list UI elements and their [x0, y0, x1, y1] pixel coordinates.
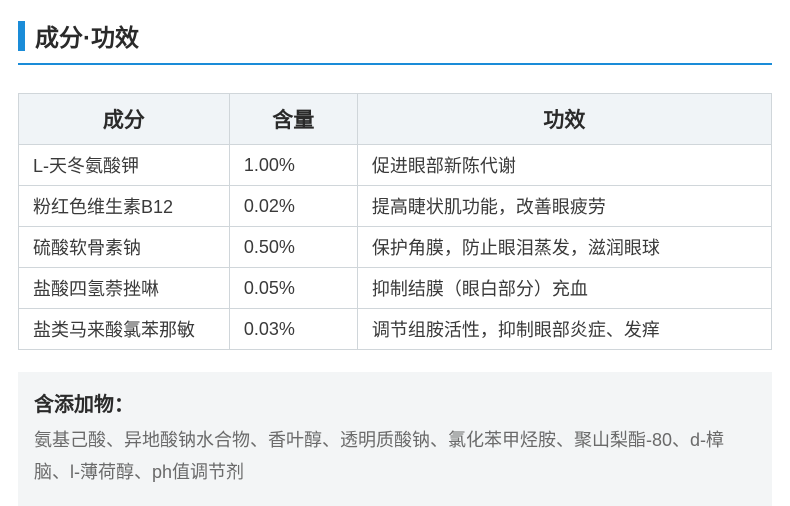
col-header-amount: 含量	[229, 94, 357, 145]
additives-title: 含添加物：	[34, 388, 756, 417]
cell-amount: 0.05%	[229, 268, 357, 309]
additives-body: 氨基己酸、异地酸钠水合物、香叶醇、透明质酸钠、氯化苯甲烃胺、聚山梨酯-80、d-…	[34, 425, 756, 488]
cell-amount: 0.03%	[229, 309, 357, 350]
cell-effect: 调节组胺活性，抑制眼部炎症、发痒	[357, 309, 771, 350]
table-row: 盐类马来酸氯苯那敏 0.03% 调节组胺活性，抑制眼部炎症、发痒	[19, 309, 772, 350]
section-title: 成分·功效	[35, 18, 139, 53]
header-accent-bar	[18, 21, 25, 51]
col-header-effect: 功效	[357, 94, 771, 145]
table-row: 硫酸软骨素钠 0.50% 保护角膜，防止眼泪蒸发，滋润眼球	[19, 227, 772, 268]
table-row: 粉红色维生素B12 0.02% 提高睫状肌功能，改善眼疲劳	[19, 186, 772, 227]
page-container: 成分·功效 成分 含量 功效 L-天冬氨酸钾 1.00% 促进眼部新陈代谢 粉红…	[0, 0, 790, 506]
section-header: 成分·功效	[18, 18, 772, 65]
cell-effect: 抑制结膜（眼白部分）充血	[357, 268, 771, 309]
table-header-row: 成分 含量 功效	[19, 94, 772, 145]
cell-ingredient: 硫酸软骨素钠	[19, 227, 230, 268]
cell-effect: 促进眼部新陈代谢	[357, 145, 771, 186]
ingredients-table: 成分 含量 功效 L-天冬氨酸钾 1.00% 促进眼部新陈代谢 粉红色维生素B1…	[18, 93, 772, 350]
additives-box: 含添加物： 氨基己酸、异地酸钠水合物、香叶醇、透明质酸钠、氯化苯甲烃胺、聚山梨酯…	[18, 372, 772, 506]
table-row: L-天冬氨酸钾 1.00% 促进眼部新陈代谢	[19, 145, 772, 186]
cell-ingredient: 盐类马来酸氯苯那敏	[19, 309, 230, 350]
cell-effect: 提高睫状肌功能，改善眼疲劳	[357, 186, 771, 227]
table-row: 盐酸四氢萘挫啉 0.05% 抑制结膜（眼白部分）充血	[19, 268, 772, 309]
col-header-ingredient: 成分	[19, 94, 230, 145]
cell-amount: 0.02%	[229, 186, 357, 227]
cell-effect: 保护角膜，防止眼泪蒸发，滋润眼球	[357, 227, 771, 268]
cell-ingredient: L-天冬氨酸钾	[19, 145, 230, 186]
cell-amount: 1.00%	[229, 145, 357, 186]
cell-ingredient: 粉红色维生素B12	[19, 186, 230, 227]
cell-amount: 0.50%	[229, 227, 357, 268]
cell-ingredient: 盐酸四氢萘挫啉	[19, 268, 230, 309]
